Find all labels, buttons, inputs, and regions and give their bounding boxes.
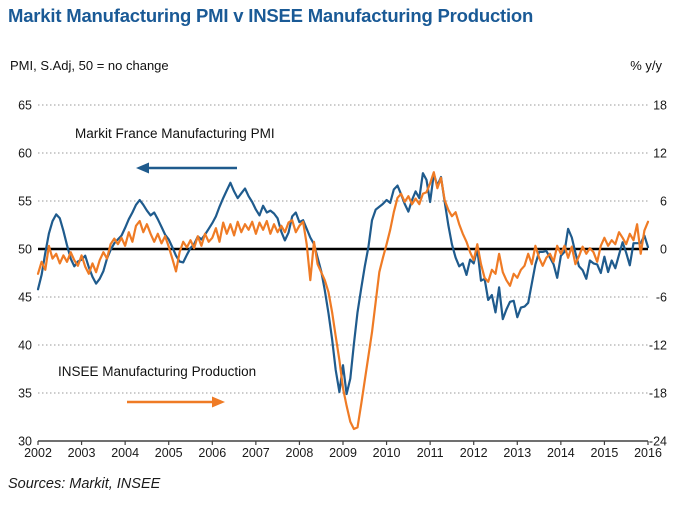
y-right-label-18: 18 <box>653 99 667 113</box>
right-axis-unit-label: % y/y <box>630 58 662 73</box>
x-axis-label-2016: 2016 <box>634 446 662 460</box>
x-axis-label-2015: 2015 <box>591 446 619 460</box>
x-axis-label-2009: 2009 <box>329 446 357 460</box>
pmi-series-label: Markit France Manufacturing PMI <box>75 126 275 141</box>
x-axis-label-2006: 2006 <box>198 446 226 460</box>
x-axis-label-2007: 2007 <box>242 446 270 460</box>
y-left-label-35: 35 <box>18 387 32 401</box>
left-axis-unit-label: PMI, S.Adj, 50 = no change <box>10 58 169 73</box>
x-axis-label-2003: 2003 <box>68 446 96 460</box>
pmi-left-arrow-icon <box>136 162 237 174</box>
y-left-label-45: 45 <box>18 291 32 305</box>
x-axis-label-2005: 2005 <box>155 446 183 460</box>
annotation-insee: INSEE Manufacturing Production <box>58 364 256 408</box>
y-right-label-6: 6 <box>660 195 667 209</box>
chart-title: Markit Manufacturing PMI v INSEE Manufac… <box>8 5 534 26</box>
insee-right-arrow-icon <box>127 396 225 408</box>
x-axis-label-2008: 2008 <box>286 446 314 460</box>
y-left-label-40: 40 <box>18 339 32 353</box>
y-right-label--24: -24 <box>649 435 667 449</box>
y-left-label-55: 55 <box>18 195 32 209</box>
x-axis-label-2012: 2012 <box>460 446 488 460</box>
x-axis-label-2010: 2010 <box>373 446 401 460</box>
insee-series-line <box>36 171 650 431</box>
y-right-label--6: -6 <box>656 291 667 305</box>
sources-note: Sources: Markit, INSEE <box>8 476 161 492</box>
y-right-label--12: -12 <box>649 339 667 353</box>
y-right-label-12: 12 <box>653 147 667 161</box>
y-left-label-50: 50 <box>18 243 32 257</box>
insee-series-label: INSEE Manufacturing Production <box>58 364 256 379</box>
y-right-label-0: 0 <box>660 243 667 257</box>
annotation-pmi: Markit France Manufacturing PMI <box>75 126 275 174</box>
pmi-series-line <box>36 172 650 396</box>
x-axis-label-2014: 2014 <box>547 446 575 460</box>
plot-area: 2002 2003 2004 2005 2006 2007 2008 2009 2010 2011… <box>18 99 667 461</box>
y-left-label-60: 60 <box>18 147 32 161</box>
x-axis-label-2013: 2013 <box>503 446 531 460</box>
x-axis-label-2011: 2011 <box>417 446 444 460</box>
y-right-label--18: -18 <box>649 387 667 401</box>
y-left-label-65: 65 <box>18 99 32 113</box>
x-axis-label-2004: 2004 <box>111 446 139 460</box>
y-left-label-30: 30 <box>18 435 32 449</box>
x-axis-label-2002: 2002 <box>24 446 52 460</box>
